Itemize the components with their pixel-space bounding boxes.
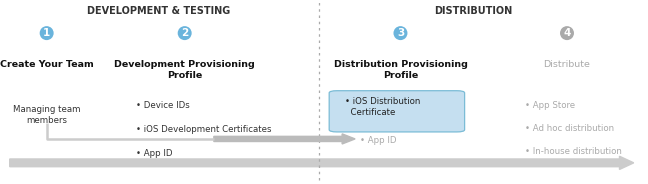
- Text: DEVELOPMENT & TESTING: DEVELOPMENT & TESTING: [87, 6, 231, 15]
- Ellipse shape: [40, 26, 54, 40]
- FancyArrow shape: [10, 156, 634, 169]
- Text: DISTRIBUTION: DISTRIBUTION: [434, 6, 512, 15]
- Text: 3: 3: [397, 28, 404, 38]
- Ellipse shape: [178, 26, 192, 40]
- Text: • App Store: • App Store: [525, 101, 575, 110]
- Text: • Ad hoc distribution: • Ad hoc distribution: [525, 124, 614, 133]
- FancyArrow shape: [214, 134, 355, 144]
- Text: • Device IDs: • Device IDs: [136, 101, 190, 110]
- Ellipse shape: [560, 26, 574, 40]
- Text: 2: 2: [181, 28, 189, 38]
- Text: 1: 1: [43, 28, 51, 38]
- Text: Distribute: Distribute: [544, 60, 590, 69]
- Text: • App ID: • App ID: [360, 136, 396, 145]
- Text: 4: 4: [563, 28, 571, 38]
- Ellipse shape: [393, 26, 408, 40]
- Text: • iOS Development Certificates: • iOS Development Certificates: [136, 125, 272, 134]
- Text: • App ID: • App ID: [136, 149, 172, 158]
- Text: Managing team
members: Managing team members: [13, 105, 80, 125]
- Text: Distribution Provisioning
Profile: Distribution Provisioning Profile: [334, 60, 467, 79]
- Text: Development Provisioning
Profile: Development Provisioning Profile: [114, 60, 255, 79]
- Text: • iOS Distribution
  Certificate: • iOS Distribution Certificate: [345, 97, 420, 117]
- Text: Create Your Team: Create Your Team: [0, 60, 93, 69]
- Text: • In-house distribution: • In-house distribution: [525, 147, 621, 156]
- FancyBboxPatch shape: [329, 91, 465, 132]
